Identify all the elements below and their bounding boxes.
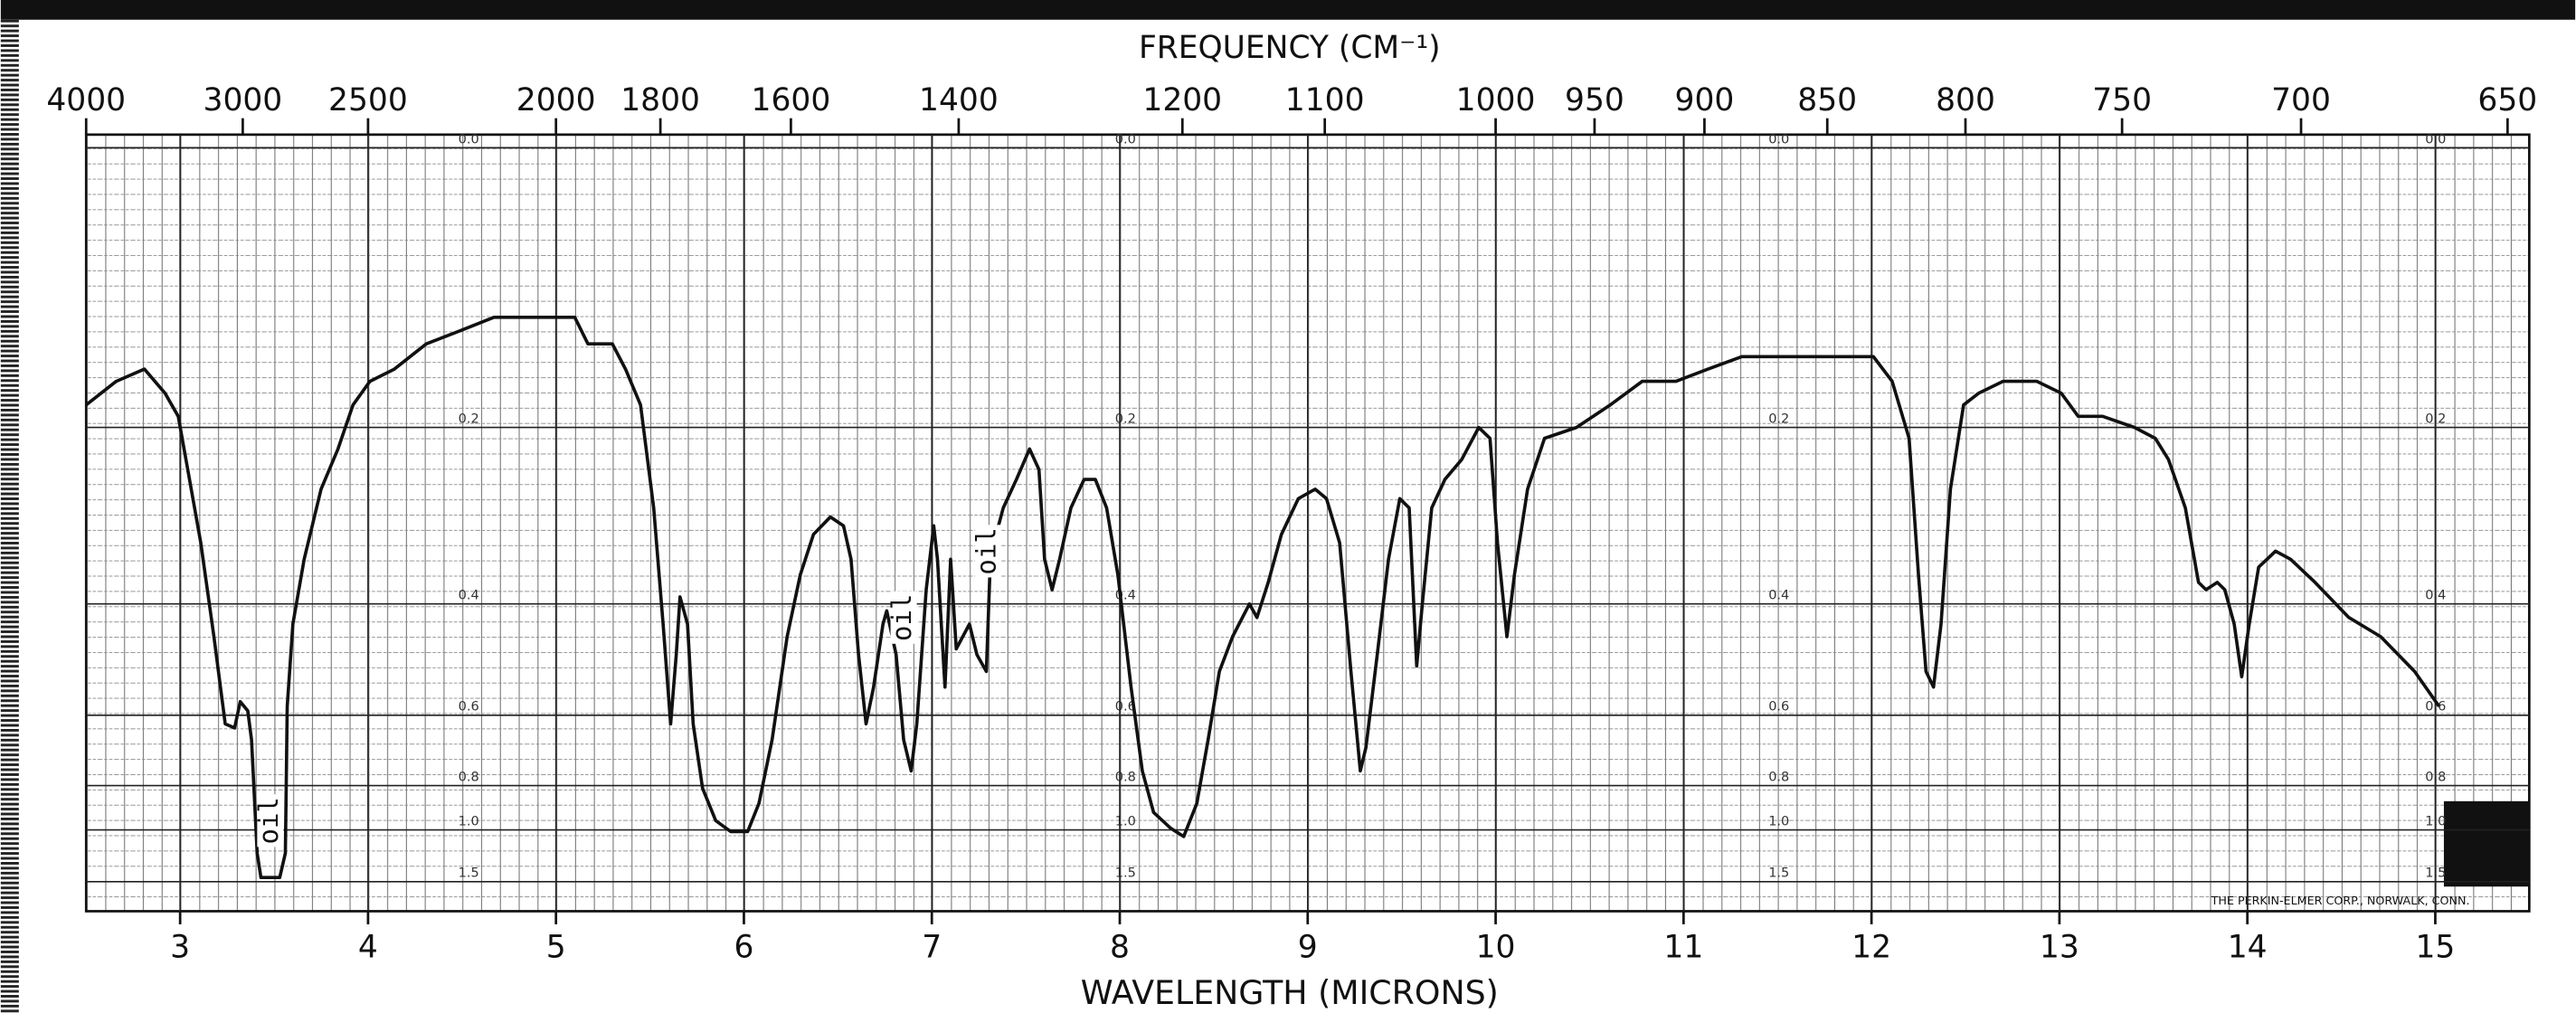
top-band (0, 0, 2576, 20)
x2-tick-label: 1600 (752, 82, 831, 118)
x-tick-label: 3 (170, 930, 190, 966)
y-tick-label: 0.8 (459, 770, 479, 784)
y-tick-label: 1.5 (1115, 866, 1136, 881)
x-tick-label: 4 (358, 930, 378, 966)
x2-tick-label: 650 (2477, 82, 2537, 118)
x2-tick-label: 4000 (46, 82, 126, 118)
y-tick-label: 0.8 (1115, 770, 1136, 784)
x2-tick-label: 900 (1675, 82, 1735, 118)
y-tick-label: 1.0 (1115, 814, 1136, 828)
x-tick-label: 7 (922, 930, 942, 966)
x2-tick-label: 2000 (516, 82, 596, 118)
y-tick-label: 1.0 (1768, 814, 1789, 828)
annotation: oil (971, 527, 1002, 574)
y-tick-label: 1.0 (459, 814, 479, 828)
y-tick-label: 0.0 (1115, 132, 1136, 147)
x2-tick-label: 1000 (1456, 82, 1536, 118)
y-tick-label: 0.4 (1768, 589, 1789, 603)
x2-tick-label: 1800 (620, 82, 700, 118)
y-tick-label: 0.6 (459, 700, 479, 715)
y-tick-label: 0.2 (459, 412, 479, 427)
x2-tick-label: 1100 (1285, 82, 1365, 118)
left-edge (0, 19, 19, 1013)
y-tick-label: 0.2 (1768, 412, 1789, 427)
x-tick-label: 11 (1663, 930, 1703, 966)
x-tick-label: 10 (1476, 930, 1516, 966)
y-tick-label: 0.6 (1768, 700, 1789, 715)
x-tick-label: 8 (1110, 930, 1130, 966)
annotation: oil (253, 797, 284, 844)
x-tick-label: 9 (1298, 930, 1318, 966)
x-axis-title: WAVELENGTH (MICRONS) (1081, 973, 1499, 1012)
x-tick-label: 6 (734, 930, 753, 966)
x2-tick-label: 1200 (1142, 82, 1222, 118)
footer-text: THE PERKIN-ELMER CORP., NORWALK, CONN. (2211, 894, 2470, 907)
y-tick-label: 0.0 (459, 132, 479, 147)
top-axis-title: FREQUENCY (CM⁻¹) (1139, 30, 1441, 66)
x-tick-label: 12 (1852, 930, 1891, 966)
x2-tick-label: 750 (2092, 82, 2152, 118)
y-tick-label: 0.2 (1115, 412, 1136, 427)
x2-tick-label: 1400 (919, 82, 999, 118)
x2-tick-label: 700 (2271, 82, 2331, 118)
annotation-box (257, 794, 284, 847)
annotation: oil (886, 594, 917, 641)
y-tick-label: 0.8 (1768, 770, 1789, 784)
x2-tick-label: 850 (1797, 82, 1857, 118)
corner-block (2443, 800, 2530, 887)
annotation-box (890, 591, 917, 644)
x2-tick-label: 3000 (204, 82, 283, 118)
annotation-box (975, 525, 1002, 578)
y-tick-label: 1.5 (1768, 866, 1789, 881)
x2-tick-label: 2500 (328, 82, 408, 118)
x-tick-label: 13 (2040, 930, 2079, 966)
x2-tick-label: 950 (1565, 82, 1624, 118)
spectrum-line (85, 316, 2441, 880)
x2-tick-label: 800 (1936, 82, 1995, 118)
y-tick-label: 1.5 (459, 866, 479, 881)
x-tick-label: 5 (546, 930, 566, 966)
y-tick-label: 0.4 (459, 589, 479, 603)
x-tick-label: 14 (2228, 930, 2268, 966)
x-tick-label: 15 (2415, 930, 2455, 966)
y-tick-label: 0.0 (1768, 132, 1789, 147)
